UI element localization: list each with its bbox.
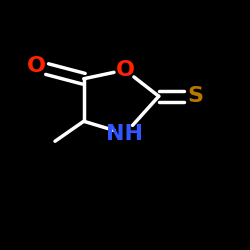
Text: S: S — [187, 86, 203, 106]
Text: O: O — [27, 56, 46, 76]
Text: O: O — [116, 60, 134, 80]
Text: NH: NH — [106, 124, 144, 144]
